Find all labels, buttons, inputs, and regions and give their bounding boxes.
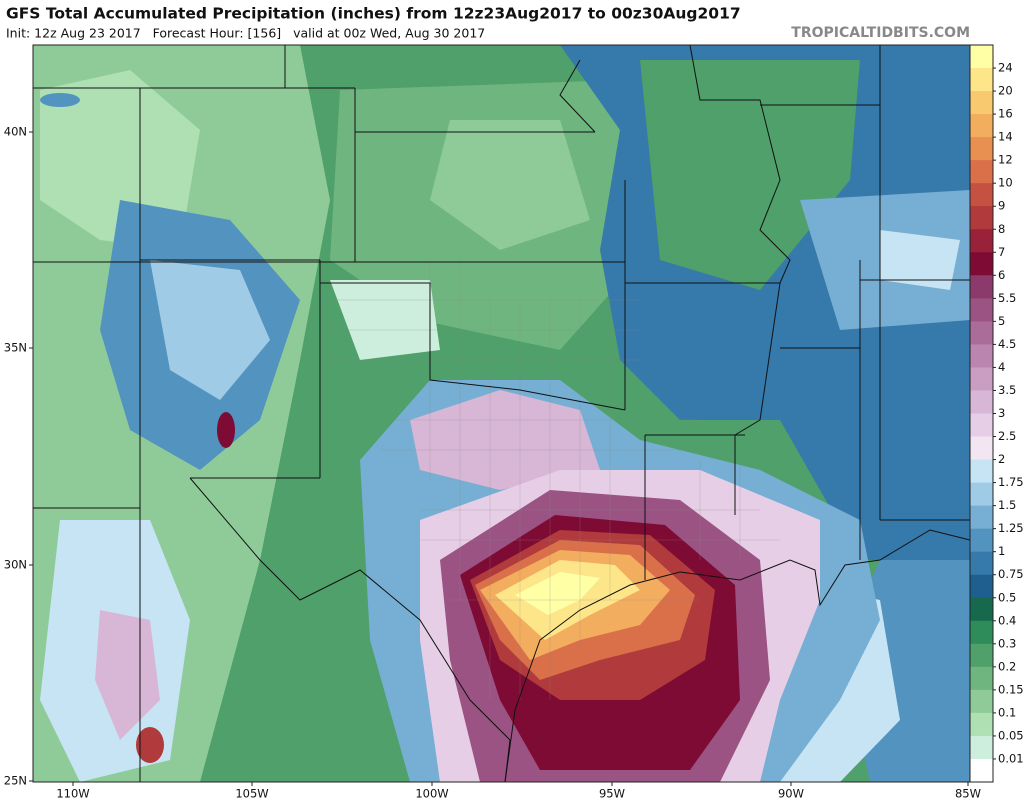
colorbar-segment (970, 45, 993, 69)
colorbar-label: 0.15 (998, 682, 1024, 696)
lon-label: 105W (235, 787, 268, 801)
colorbar-segment (970, 482, 993, 507)
colorbar-label: 12 (998, 153, 1013, 167)
colorbar-label: 0.4 (998, 613, 1016, 627)
colorbar-segment (970, 436, 993, 461)
colorbar-segment (970, 643, 993, 668)
precip-field (33, 45, 970, 782)
colorbar-segment (970, 505, 993, 530)
colorbar-label: 0.2 (998, 659, 1016, 673)
county-lines (330, 260, 780, 700)
field-patch (40, 93, 80, 107)
colorbar-segment (970, 321, 993, 345)
lon-label: 95W (599, 787, 625, 801)
field-patch (150, 260, 270, 400)
colorbar-segment (970, 114, 993, 138)
colorbar-label: 3 (998, 406, 1005, 420)
colorbar-segment (970, 275, 993, 299)
field-patch (410, 390, 600, 490)
colorbar-segment (970, 137, 993, 161)
lat-label: 35N (4, 341, 27, 355)
colorbar-label: 16 (998, 107, 1013, 121)
colorbar-segment (970, 735, 993, 760)
colorbar-label: 0.01 (998, 751, 1024, 765)
field-patch (515, 572, 600, 615)
colorbar-label: 9 (998, 199, 1005, 213)
colorbar-segment (970, 160, 993, 184)
colorbar-label: 2 (998, 452, 1005, 466)
colorbar-label: 7 (998, 245, 1005, 259)
field-patch (880, 230, 960, 290)
colorbar-segment (970, 459, 993, 484)
colorbar-segment (970, 252, 993, 276)
colorbar-segment (970, 344, 993, 368)
field-patch (95, 610, 160, 740)
colorbar-label: 1.75 (998, 475, 1024, 489)
colorbar-segment (970, 413, 993, 438)
colorbar-label: 14 (998, 130, 1013, 144)
colorbar-label: 1.25 (998, 521, 1024, 535)
colorbar-segment (970, 298, 993, 322)
lon-label: 110W (56, 787, 89, 801)
field-patch (40, 70, 200, 250)
lat-label: 30N (4, 558, 27, 572)
colorbar-label: 0.1 (998, 705, 1016, 719)
colorbar-segment (970, 620, 993, 645)
colorbar-segment (970, 712, 993, 737)
coastline (504, 529, 970, 782)
colorbar-label: 0.3 (998, 636, 1016, 650)
colorbar-label: 8 (998, 222, 1005, 236)
field-patch (640, 60, 860, 290)
colorbar-segment (970, 229, 993, 253)
colorbar-segment (970, 574, 993, 599)
colorbar-segment (970, 183, 993, 207)
colorbar-segment (970, 758, 993, 783)
lat-label: 40N (4, 125, 27, 139)
colorbar-label: 4.5 (998, 337, 1016, 351)
colorbar-segment (970, 390, 993, 414)
colorbar-label: 0.75 (998, 567, 1024, 581)
lon-label: 100W (415, 787, 448, 801)
colorbar-label: 24 (998, 61, 1013, 75)
axis-labels: 40N 35N 30N 25N 110W 105W 100W 95W 90W 85W (4, 125, 981, 801)
colorbar-segment (970, 68, 993, 92)
state-borders (33, 45, 970, 782)
field-patch (217, 412, 235, 448)
colorbar-label: 6 (998, 268, 1005, 282)
colorbar-segment (970, 91, 993, 115)
colorbar-label: 20 (998, 84, 1013, 98)
colorbar-label: 3.5 (998, 383, 1016, 397)
colorbar-label: 1.5 (998, 498, 1016, 512)
lat-label: 25N (4, 774, 27, 788)
colorbar-label: 1 (998, 544, 1005, 558)
colorbar-label: 5.5 (998, 291, 1016, 305)
border-mexico (189, 477, 511, 782)
colorbar-segment (970, 206, 993, 230)
field-patch (430, 120, 590, 250)
subtitle: Init: 12z Aug 23 2017 Forecast Hour: [15… (6, 26, 485, 41)
colorbar-segment (970, 528, 993, 553)
title: GFS Total Accumulated Precipitation (inc… (6, 5, 741, 23)
colorbar-segment (970, 666, 993, 691)
colorbar-label: 4 (998, 360, 1005, 374)
colorbar-segment (970, 367, 993, 391)
colorbar-label: 10 (998, 176, 1013, 190)
field-patch (136, 727, 164, 763)
lon-label: 90W (778, 787, 804, 801)
colorbar-segment (970, 689, 993, 714)
colorbar-segment (970, 551, 993, 576)
colorbar: 24 20 16 14 12 10 9 8 7 6 5.5 5 4.5 4 3.5 3 2.5 2 1.75 1.5 1… (969, 44, 1024, 783)
colorbar-label: 5 (998, 314, 1005, 328)
colorbar-label: 0.5 (998, 590, 1016, 604)
colorbar-label: 2.5 (998, 429, 1016, 443)
lon-label: 85W (955, 787, 981, 801)
brand: TROPICALTIDBITS.COM (791, 25, 970, 41)
colorbar-segment (970, 597, 993, 622)
colorbar-label: 0.05 (998, 728, 1024, 742)
